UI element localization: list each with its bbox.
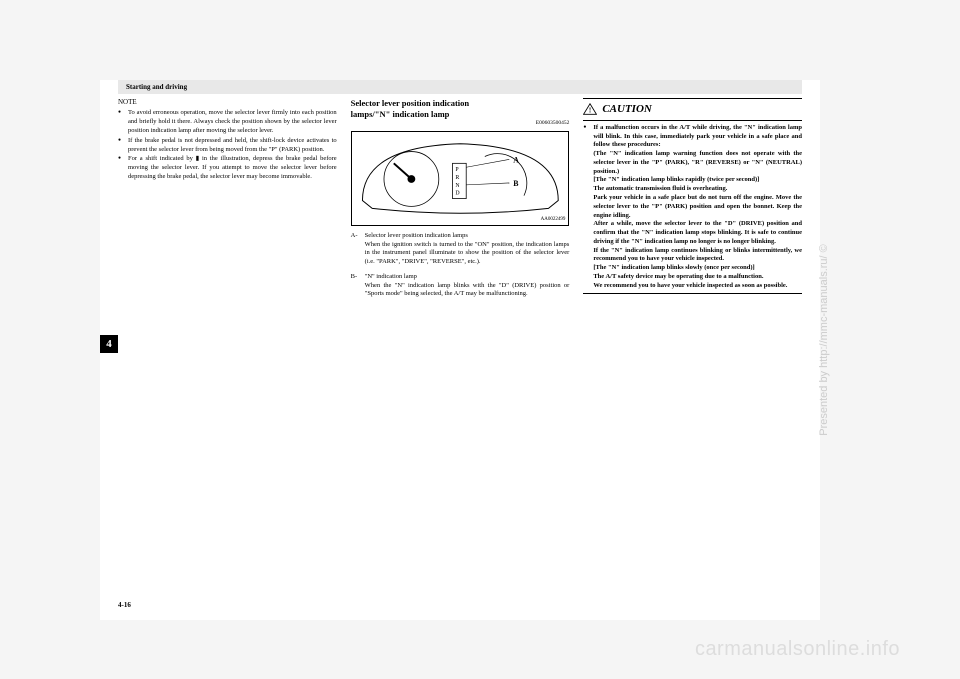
gear-d: D (455, 190, 459, 196)
caution-body: If a malfunction occurs in the A/T while… (583, 124, 802, 291)
doc-code: E00603500452 (351, 120, 570, 127)
marker-a: A (513, 155, 519, 164)
page-number: 4-16 (118, 601, 131, 609)
chapter-tab: 4 (100, 335, 118, 353)
section-title: Starting and driving (126, 83, 187, 91)
caution-divider (583, 120, 802, 121)
column-1: NOTE To avoid erroneous operation, move … (118, 98, 337, 620)
gauge-svg: P R N D A B (352, 132, 569, 225)
desc-item-a: A- Selector lever position indication la… (351, 232, 570, 267)
desc-body: "N" indication lamp When the "N" indicat… (365, 273, 570, 299)
note-list: To avoid erroneous operation, move the s… (118, 109, 337, 181)
watermark-bottom: carmanualsonline.info (695, 638, 900, 661)
marker-b: B (513, 179, 518, 188)
desc-title: "N" indication lamp (365, 273, 417, 280)
note-label: NOTE (118, 98, 337, 107)
note-item: To avoid erroneous operation, move the s… (118, 109, 337, 135)
desc-key: A- (351, 232, 365, 267)
gauge-caption: AA0022499 (541, 217, 566, 224)
gauge-illustration: P R N D A B AA0022499 (351, 131, 570, 226)
subheading-line2: lamps/"N" indication lamp (351, 109, 570, 119)
desc-key: B- (351, 273, 365, 299)
gear-p: P (455, 167, 459, 173)
desc-text: When the ignition switch is turned to th… (365, 241, 570, 266)
column-2: Selector lever position indication lamps… (351, 98, 570, 620)
subheading-line1: Selector lever position indication (351, 98, 570, 108)
note-item: For a shift indicated by ▮ in the illust… (118, 155, 337, 181)
gear-n: N (455, 183, 460, 189)
caution-title: CAUTION (602, 102, 652, 117)
watermark-side: Presented by http://mmc-manuals.ru/ © (818, 244, 830, 436)
desc-text: When the "N" indication lamp blinks with… (365, 282, 570, 298)
desc-title: Selector lever position indication lamps (365, 232, 468, 239)
desc-body: Selector lever position indication lamps… (365, 232, 570, 267)
gear-r: R (455, 175, 459, 181)
header-bar: Starting and driving (118, 80, 802, 94)
caution-box: ! CAUTION If a malfunction occurs in the… (583, 98, 802, 294)
column-3: ! CAUTION If a malfunction occurs in the… (583, 98, 802, 620)
warning-icon: ! (583, 103, 597, 115)
columns: NOTE To avoid erroneous operation, move … (100, 98, 820, 620)
manual-page: Starting and driving NOTE To avoid erron… (100, 80, 820, 620)
desc-item-b: B- "N" indication lamp When the "N" indi… (351, 273, 570, 299)
svg-text:!: ! (589, 107, 591, 115)
note-item: If the brake pedal is not depressed and … (118, 137, 337, 155)
caution-header: ! CAUTION (583, 102, 802, 117)
